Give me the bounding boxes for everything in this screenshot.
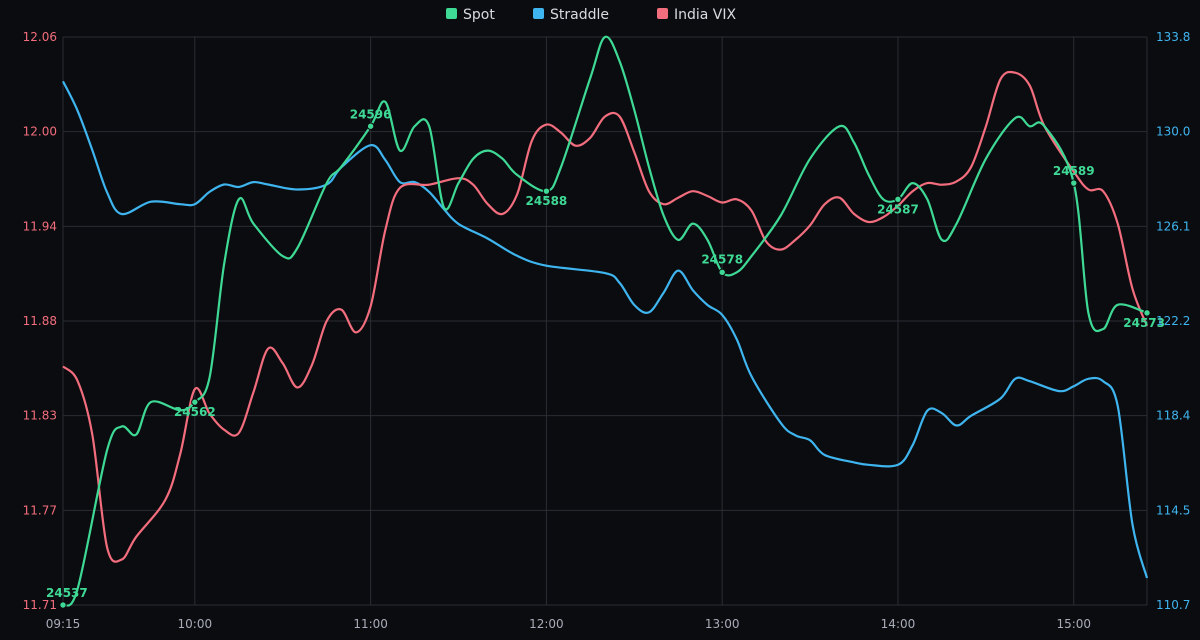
spot-marker-1525: [1143, 309, 1151, 317]
right-axis-tick: 122.2: [1156, 314, 1190, 328]
spot-value-label: 24587: [877, 202, 919, 216]
series-line-india-vix: [62, 70, 1149, 563]
x-axis-tick: 09:15: [46, 617, 81, 631]
x-axis-tick: 12:00: [529, 617, 564, 631]
grid: [62, 36, 1148, 606]
legend-label-india-vix: India VIX: [674, 7, 737, 23]
series-line-spot: [62, 35, 1148, 607]
spot-marker-1000: [191, 398, 199, 406]
left-axis-tick: 12.00: [23, 125, 57, 139]
right-axis-tick: 130.0: [1156, 125, 1190, 139]
x-axis-tick: 14:00: [881, 617, 916, 631]
right-axis-tick: 114.5: [1156, 503, 1190, 517]
left-axis-tick: 11.94: [23, 219, 57, 233]
spot-marker-1100: [366, 122, 375, 130]
right-axis-tick: 118.4: [1156, 409, 1190, 423]
spot-value-label: 24588: [526, 194, 568, 208]
legend: Spot Straddle India VIX: [446, 7, 737, 23]
spot-value-label: 24537: [46, 586, 88, 600]
spot-value-label: 24596: [350, 107, 392, 121]
x-axis-tick: 13:00: [705, 617, 740, 631]
legend-swatch-straddle: [533, 8, 544, 19]
left-axis-tick: 12.06: [23, 30, 57, 44]
series-lines: [62, 35, 1149, 607]
left-axis-tick: 11.71: [23, 598, 57, 612]
right-axis-tick: 133.8: [1156, 30, 1190, 44]
legend-label-spot: Spot: [463, 7, 495, 23]
spot-labels: 24537 24562 24596 24588 24578 24587 24589 24573: [46, 107, 1165, 609]
axis-ticks: 11.71 11.77 11.83 11.88 11.94 12.00 12.06 110.7…: [23, 30, 1191, 631]
legend-label-straddle: Straddle: [550, 7, 609, 23]
right-axis-tick: 126.1: [1156, 219, 1190, 233]
spot-value-label: 24589: [1053, 164, 1095, 178]
spot-value-label: 24578: [701, 252, 743, 266]
spot-value-label: 24573: [1123, 316, 1165, 330]
legend-swatch-india-vix: [657, 8, 668, 19]
spot-marker-1500: [1070, 179, 1078, 187]
series-line-straddle: [62, 80, 1149, 579]
spot-value-label: 24562: [174, 405, 216, 419]
spot-marker-1200: [542, 187, 551, 195]
left-axis-tick: 11.77: [23, 503, 57, 517]
spot-marker-1300: [718, 268, 726, 277]
spot-marker-0915: [59, 601, 67, 609]
left-axis-tick: 11.88: [23, 314, 57, 328]
x-axis-tick: 11:00: [353, 617, 388, 631]
legend-swatch-spot: [446, 8, 457, 19]
x-axis-tick: 15:00: [1056, 617, 1091, 631]
right-axis-tick: 110.7: [1156, 598, 1190, 612]
spot-marker-1400: [894, 195, 902, 203]
left-axis-tick: 11.83: [23, 409, 57, 423]
x-axis-tick: 10:00: [178, 617, 213, 631]
